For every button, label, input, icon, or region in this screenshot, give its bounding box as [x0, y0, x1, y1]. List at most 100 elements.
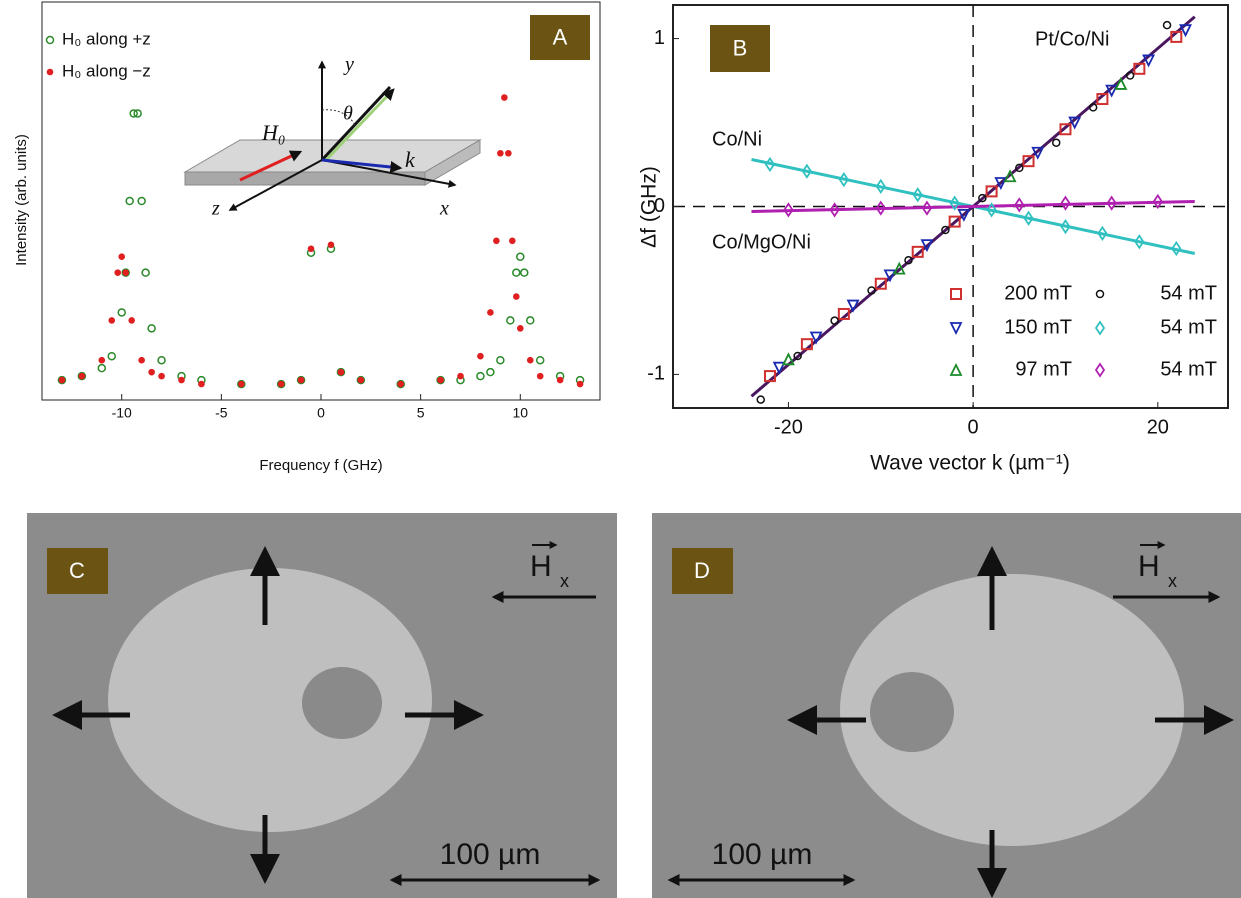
panel-label: B [733, 35, 748, 60]
point [237, 379, 246, 389]
point [801, 163, 812, 179]
x-axis-label: Frequency f (GHz) [259, 457, 382, 474]
point [520, 268, 529, 277]
point [1060, 195, 1071, 211]
point [911, 245, 924, 258]
x-tick-label: -10 [112, 405, 132, 421]
micrograph-d [652, 513, 1241, 898]
y-axis-label: Intensity (arb. units) [13, 134, 30, 266]
point [501, 94, 508, 101]
point [874, 277, 887, 290]
point [477, 352, 484, 360]
point [837, 307, 850, 320]
point [1171, 240, 1182, 257]
y-axis-label: Δf (GHz) [638, 166, 661, 248]
micrograph-c [27, 513, 617, 898]
point [198, 380, 205, 388]
inset-diagram [183, 60, 482, 211]
point [1014, 197, 1025, 213]
point [883, 269, 897, 283]
point [783, 202, 794, 218]
point [125, 196, 134, 206]
point [949, 362, 963, 376]
point [516, 325, 524, 332]
point [178, 376, 185, 384]
annotation: z [211, 198, 220, 220]
point [506, 316, 515, 325]
point [516, 252, 525, 261]
point [875, 200, 886, 216]
point [1088, 103, 1098, 112]
point [1134, 234, 1145, 250]
point [867, 286, 876, 295]
point [830, 316, 839, 325]
point [781, 352, 795, 366]
point [920, 239, 934, 253]
point [948, 215, 961, 228]
point [107, 351, 116, 361]
y-tick-label: -1 [647, 363, 665, 385]
point [526, 316, 535, 325]
point [336, 367, 346, 377]
point [77, 371, 87, 381]
point [98, 356, 106, 364]
scale-bar-label: 100 µm [712, 838, 813, 871]
point [128, 317, 135, 324]
point [535, 355, 545, 365]
point [58, 376, 66, 384]
point [237, 380, 245, 388]
point [957, 208, 971, 222]
point [505, 149, 512, 157]
legend-label: H₀ along +z [62, 29, 151, 48]
point [277, 380, 285, 388]
point [137, 196, 146, 206]
point [357, 376, 365, 384]
point [513, 293, 520, 300]
panel-label-box [530, 15, 590, 60]
point [1094, 362, 1106, 378]
legend-label: 54 mT [1160, 282, 1217, 304]
point [1170, 30, 1183, 43]
legend-label: 97 mT [1015, 358, 1072, 380]
point [121, 268, 130, 277]
point [1031, 146, 1045, 160]
point [45, 35, 55, 45]
point [536, 372, 544, 380]
point [1097, 225, 1108, 241]
point [276, 379, 286, 389]
point [141, 268, 150, 277]
panel-label-box [710, 25, 770, 72]
point [978, 193, 987, 203]
x-tick-label: 0 [317, 405, 325, 421]
point [576, 380, 584, 388]
point [1105, 84, 1119, 98]
point [497, 149, 504, 157]
point [1023, 210, 1034, 226]
point [1133, 62, 1146, 75]
point [117, 308, 126, 317]
annotation: H₀ [261, 120, 286, 145]
point [476, 371, 485, 381]
point [129, 109, 138, 118]
point [1179, 24, 1192, 38]
point [764, 156, 776, 173]
point [337, 368, 345, 376]
point [133, 109, 142, 118]
x-tick-label: 5 [417, 405, 425, 421]
point [793, 351, 802, 361]
point [941, 225, 950, 235]
point [892, 261, 906, 275]
annotation: Co/Ni [712, 128, 762, 150]
point [1095, 289, 1105, 299]
point [327, 241, 335, 249]
legend-label: 150 mT [1004, 316, 1072, 338]
point [985, 185, 998, 198]
panel-label: D [694, 558, 710, 583]
annotation: k [405, 147, 416, 172]
point [556, 376, 564, 384]
annotation: θ [343, 103, 353, 125]
legend-label: 54 mT [1160, 358, 1217, 380]
legend-label: H₀ along −z [62, 61, 151, 80]
point [829, 202, 840, 218]
point [763, 370, 776, 383]
